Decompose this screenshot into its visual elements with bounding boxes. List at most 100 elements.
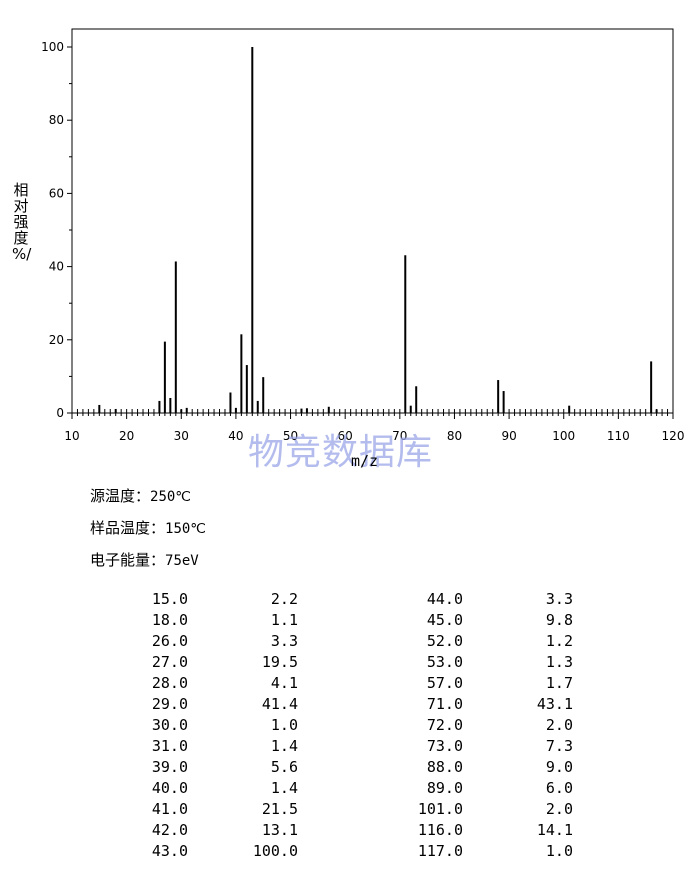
peak-bar bbox=[568, 405, 571, 413]
peak-bar bbox=[174, 261, 177, 413]
peak-mz-cell: 88.0 bbox=[426, 758, 463, 776]
peak-bar bbox=[300, 408, 303, 413]
peak-mz-cell: 40.0 bbox=[151, 779, 188, 797]
peak-mz-cell: 27.0 bbox=[151, 653, 188, 671]
peak-mz-cell: 45.0 bbox=[426, 611, 463, 629]
peak-intensity-cell: 9.8 bbox=[545, 611, 573, 629]
peak-mz-cell: 26.0 bbox=[151, 632, 188, 650]
table-row: 42.0 13.1 116.0 14.1 bbox=[128, 820, 573, 841]
sample-temperature-row: 样品温度：150℃ bbox=[90, 516, 206, 548]
peak-intensity-cell: 1.4 bbox=[270, 737, 298, 755]
peak-bar bbox=[114, 408, 117, 413]
peak-intensity-cell: 1.0 bbox=[545, 842, 573, 860]
table-row: 29.0 41.4 71.0 43.1 bbox=[128, 694, 573, 715]
x-tick-label: 20 bbox=[119, 429, 134, 443]
peak-mz-cell: 89.0 bbox=[426, 779, 463, 797]
peak-intensity-cell: 100.0 bbox=[252, 842, 298, 860]
x-tick-label: 50 bbox=[283, 429, 298, 443]
peak-intensity-cell: 1.0 bbox=[270, 716, 298, 734]
peak-intensity-cell: 21.5 bbox=[261, 800, 298, 818]
peak-intensity-cell: 7.3 bbox=[545, 737, 573, 755]
peak-intensity-cell: 1.1 bbox=[270, 611, 298, 629]
peak-bar bbox=[262, 377, 265, 413]
peak-mz-cell: 15.0 bbox=[151, 590, 188, 608]
peak-bar bbox=[229, 392, 232, 413]
y-tick-label: 100 bbox=[41, 40, 64, 54]
peak-mz-cell: 117.0 bbox=[417, 842, 463, 860]
peak-mz-cell: 28.0 bbox=[151, 674, 188, 692]
peak-bar bbox=[169, 397, 172, 413]
x-tick-label: 120 bbox=[662, 429, 685, 443]
table-row: 18.0 1.1 45.0 9.8 bbox=[128, 610, 573, 631]
sample-temperature-value: 150℃ bbox=[165, 521, 207, 537]
y-axis: 0 20 40 60 80 100 bbox=[41, 40, 72, 420]
plot-frame bbox=[71, 28, 674, 414]
spectrum-peaks bbox=[98, 47, 658, 413]
peak-bar bbox=[234, 407, 237, 413]
peak-mz-cell: 72.0 bbox=[426, 716, 463, 734]
peak-mz-cell: 18.0 bbox=[151, 611, 188, 629]
x-tick-label: 60 bbox=[338, 429, 353, 443]
peak-intensity-cell: 9.0 bbox=[545, 758, 573, 776]
watermark: 物竞数据库 bbox=[248, 432, 434, 473]
peak-bar bbox=[650, 361, 653, 413]
peak-bar bbox=[180, 409, 183, 413]
source-temperature-row: 源温度：250℃ bbox=[90, 484, 206, 516]
peak-intensity-cell: 1.4 bbox=[270, 779, 298, 797]
peak-intensity-cell: 43.1 bbox=[536, 695, 573, 713]
peak-bar bbox=[404, 255, 407, 413]
electron-energy-value: 75eV bbox=[165, 553, 199, 569]
source-temperature-label: 源温度： bbox=[90, 487, 151, 505]
peak-bar bbox=[98, 404, 101, 413]
peak-intensity-cell: 41.4 bbox=[261, 695, 298, 713]
peak-bar bbox=[163, 341, 166, 413]
peak-bar bbox=[256, 400, 259, 413]
peak-mz-cell: 116.0 bbox=[417, 821, 463, 839]
table-row: 15.0 2.2 44.0 3.3 bbox=[128, 589, 573, 610]
peak-intensity-cell: 5.6 bbox=[270, 758, 298, 776]
table-row: 41.0 21.5 101.0 2.0 bbox=[128, 799, 573, 820]
peak-intensity-cell: 19.5 bbox=[261, 653, 298, 671]
peak-intensity-cell: 13.1 bbox=[261, 821, 298, 839]
peak-intensity-cell: 14.1 bbox=[536, 821, 573, 839]
peak-bar bbox=[185, 407, 188, 413]
source-temperature-value: 250℃ bbox=[150, 489, 192, 505]
peak-bar bbox=[502, 391, 505, 413]
x-tick-label: 80 bbox=[447, 429, 462, 443]
peak-mz-cell: 73.0 bbox=[426, 737, 463, 755]
x-tick-label: 40 bbox=[228, 429, 243, 443]
x-tick-label: 90 bbox=[501, 429, 516, 443]
y-tick-label: 20 bbox=[49, 333, 64, 347]
peak-bar bbox=[158, 400, 161, 413]
x-tick-label: 30 bbox=[174, 429, 189, 443]
peak-mz-cell: 43.0 bbox=[151, 842, 188, 860]
peak-intensity-cell: 1.3 bbox=[545, 653, 573, 671]
peak-bar bbox=[327, 406, 330, 413]
measurement-conditions: 源温度：250℃ 样品温度：150℃ 电子能量：75eV bbox=[90, 484, 206, 580]
mass-spectrum-chart: 0 20 40 60 80 100 10 20 30 40 50 60 70 80 90 100 110 120 bbox=[41, 28, 685, 443]
peak-mz-cell: 71.0 bbox=[426, 695, 463, 713]
table-row: 26.0 3.3 52.0 1.2 bbox=[128, 631, 573, 652]
table-row: 28.0 4.1 57.0 1.7 bbox=[128, 673, 573, 694]
peak-mz-cell: 30.0 bbox=[151, 716, 188, 734]
peak-mz-cell: 44.0 bbox=[426, 590, 463, 608]
peak-bar bbox=[240, 334, 243, 413]
peak-bar bbox=[409, 405, 412, 413]
peak-bar bbox=[415, 386, 418, 413]
table-row: 40.0 1.4 89.0 6.0 bbox=[128, 778, 573, 799]
y-axis-label: 相对强度 %/ bbox=[12, 181, 32, 263]
peak-intensity-cell: 3.3 bbox=[545, 590, 573, 608]
peak-bar bbox=[497, 380, 500, 413]
peak-bar bbox=[655, 409, 658, 413]
peak-intensity-cell: 2.2 bbox=[270, 590, 298, 608]
peak-intensity-cell: 1.2 bbox=[545, 632, 573, 650]
table-row: 43.0 100.0 117.0 1.0 bbox=[128, 841, 573, 862]
x-tick-label: 110 bbox=[607, 429, 630, 443]
peak-intensity-cell: 6.0 bbox=[545, 779, 573, 797]
peak-mz-cell: 42.0 bbox=[151, 821, 188, 839]
peak-mz-cell: 31.0 bbox=[151, 737, 188, 755]
peak-mz-cell: 29.0 bbox=[151, 695, 188, 713]
y-tick-label: 0 bbox=[56, 406, 64, 420]
peak-mz-cell: 53.0 bbox=[426, 653, 463, 671]
peak-intensity-cell: 2.0 bbox=[545, 800, 573, 818]
